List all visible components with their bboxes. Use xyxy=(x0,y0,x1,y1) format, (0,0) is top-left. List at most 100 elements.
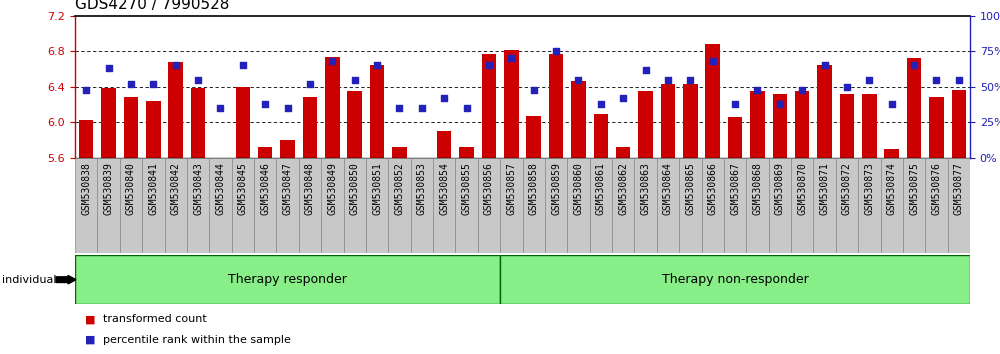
Bar xyxy=(142,158,164,253)
Point xyxy=(302,81,318,87)
Point xyxy=(794,87,810,92)
Bar xyxy=(750,91,765,158)
Bar xyxy=(884,149,899,158)
Text: GSM530868: GSM530868 xyxy=(752,162,762,215)
Text: GSM530843: GSM530843 xyxy=(193,162,203,215)
Bar xyxy=(948,158,970,253)
Text: GSM530876: GSM530876 xyxy=(931,162,941,215)
Point xyxy=(906,63,922,68)
Point xyxy=(749,87,765,92)
Point xyxy=(391,105,407,111)
Bar xyxy=(209,158,232,253)
Text: GSM530851: GSM530851 xyxy=(372,162,382,215)
Text: GSM530875: GSM530875 xyxy=(909,162,919,215)
Bar xyxy=(455,158,478,253)
Text: GSM530866: GSM530866 xyxy=(708,162,718,215)
Bar xyxy=(952,90,966,158)
Point xyxy=(503,56,519,61)
Bar xyxy=(903,158,925,253)
Point xyxy=(459,105,475,111)
Bar xyxy=(164,158,187,253)
Point xyxy=(78,87,94,92)
Text: GSM530855: GSM530855 xyxy=(462,162,472,215)
Text: Therapy non-responder: Therapy non-responder xyxy=(662,273,808,286)
Bar xyxy=(303,97,317,158)
Bar xyxy=(187,158,209,253)
Bar xyxy=(925,158,948,253)
Bar xyxy=(437,131,451,158)
Text: GSM530874: GSM530874 xyxy=(887,162,897,215)
Bar xyxy=(124,97,138,158)
Text: GSM530873: GSM530873 xyxy=(864,162,874,215)
Bar xyxy=(817,64,832,158)
Point xyxy=(727,101,743,107)
Bar xyxy=(858,158,881,253)
Bar xyxy=(299,158,321,253)
Bar xyxy=(683,84,698,158)
Point xyxy=(928,77,944,82)
Bar xyxy=(724,158,746,253)
Text: GSM530842: GSM530842 xyxy=(171,162,181,215)
Bar xyxy=(679,158,702,253)
Bar xyxy=(433,158,455,253)
Bar xyxy=(146,101,161,158)
Bar xyxy=(236,87,250,158)
Point xyxy=(347,77,363,82)
Text: GSM530871: GSM530871 xyxy=(820,162,830,215)
Text: GSM530859: GSM530859 xyxy=(551,162,561,215)
Text: GSM530845: GSM530845 xyxy=(238,162,248,215)
Bar xyxy=(321,158,344,253)
Text: GSM530846: GSM530846 xyxy=(260,162,270,215)
Point xyxy=(168,63,184,68)
Bar xyxy=(702,158,724,253)
Point xyxy=(615,95,631,101)
Bar xyxy=(459,147,474,158)
Text: GSM530858: GSM530858 xyxy=(529,162,539,215)
Text: GSM530853: GSM530853 xyxy=(417,162,427,215)
Point xyxy=(861,77,877,82)
Point xyxy=(280,105,296,111)
Bar xyxy=(612,158,634,253)
Point xyxy=(526,87,542,92)
Text: percentile rank within the sample: percentile rank within the sample xyxy=(103,335,291,345)
Bar xyxy=(344,158,366,253)
Bar xyxy=(728,117,742,158)
Bar xyxy=(500,158,522,253)
Bar xyxy=(347,91,362,158)
Point xyxy=(324,58,340,64)
Bar xyxy=(325,57,340,158)
Text: GSM530865: GSM530865 xyxy=(685,162,695,215)
Point xyxy=(235,63,251,68)
Bar xyxy=(545,158,567,253)
Text: transformed count: transformed count xyxy=(103,314,207,324)
Text: GSM530849: GSM530849 xyxy=(327,162,337,215)
Bar xyxy=(276,158,299,253)
Bar xyxy=(500,255,970,304)
Text: GSM530867: GSM530867 xyxy=(730,162,740,215)
Bar xyxy=(862,94,877,158)
Bar xyxy=(907,57,921,158)
Point xyxy=(772,101,788,107)
Point xyxy=(884,101,900,107)
Text: GSM530872: GSM530872 xyxy=(842,162,852,215)
Bar xyxy=(388,158,411,253)
Bar xyxy=(75,158,97,253)
Bar xyxy=(366,158,388,253)
Point xyxy=(436,95,452,101)
Bar xyxy=(75,255,500,304)
Bar xyxy=(567,158,590,253)
Text: GSM530850: GSM530850 xyxy=(350,162,360,215)
Text: GSM530857: GSM530857 xyxy=(506,162,516,215)
Text: GSM530854: GSM530854 xyxy=(439,162,449,215)
Text: GSM530877: GSM530877 xyxy=(954,162,964,215)
Bar xyxy=(590,158,612,253)
Text: individual: individual xyxy=(2,275,56,285)
Text: GSM530861: GSM530861 xyxy=(596,162,606,215)
Bar xyxy=(746,158,769,253)
Bar xyxy=(657,158,679,253)
Point xyxy=(369,63,385,68)
Bar xyxy=(120,158,142,253)
Text: GSM530844: GSM530844 xyxy=(215,162,225,215)
Bar xyxy=(661,84,675,158)
Bar xyxy=(232,158,254,253)
